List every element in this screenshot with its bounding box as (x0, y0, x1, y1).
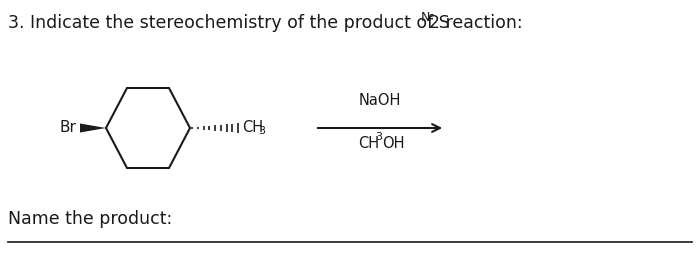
Text: 2 reaction:: 2 reaction: (429, 14, 523, 32)
Text: 3: 3 (258, 126, 265, 135)
Text: OH: OH (382, 136, 405, 151)
Text: NaOH: NaOH (359, 93, 401, 108)
Text: 3. Indicate the stereochemistry of the product of S: 3. Indicate the stereochemistry of the p… (8, 14, 449, 32)
Text: Br: Br (59, 120, 76, 135)
Text: N: N (421, 11, 430, 24)
Text: 3: 3 (375, 132, 382, 143)
Text: Name the product:: Name the product: (8, 210, 172, 228)
Polygon shape (80, 123, 106, 132)
Text: CH: CH (242, 120, 263, 135)
Text: CH: CH (358, 136, 379, 151)
